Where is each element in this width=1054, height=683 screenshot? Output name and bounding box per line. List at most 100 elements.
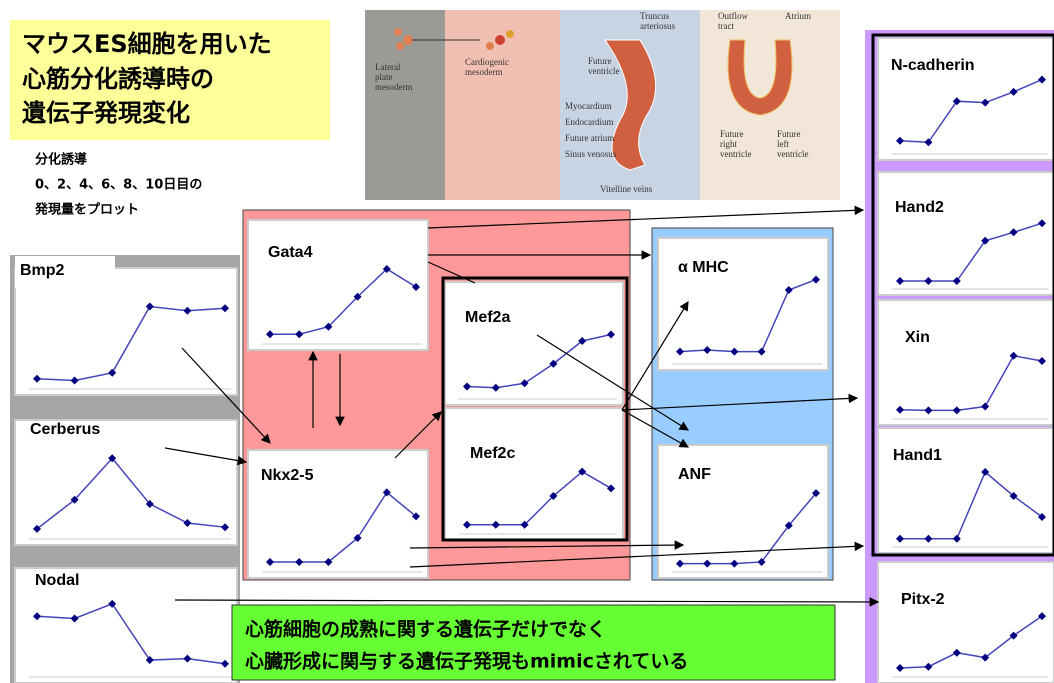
point xyxy=(812,489,820,498)
figure-label: Future xyxy=(777,129,801,139)
point xyxy=(382,488,391,497)
chart-label: Mef2c xyxy=(470,445,515,462)
chart-box xyxy=(877,171,1054,296)
point xyxy=(896,534,904,543)
point xyxy=(520,379,529,388)
line xyxy=(679,278,817,353)
line xyxy=(899,354,1043,412)
title: 心筋分化誘導時の xyxy=(22,65,214,93)
point xyxy=(952,648,961,657)
point xyxy=(183,654,192,663)
chart-box xyxy=(14,419,238,546)
figure-label: Myocardium xyxy=(565,101,612,111)
note: 0、2、4、6、8、10日目の xyxy=(35,178,202,193)
chart-label: α MHC xyxy=(678,259,729,276)
point xyxy=(676,559,684,568)
point xyxy=(324,558,333,566)
point xyxy=(1038,612,1046,621)
line xyxy=(36,457,226,530)
figure-label: Sinus venosus xyxy=(565,149,617,159)
point xyxy=(703,346,712,354)
arrows xyxy=(164,205,880,607)
figure-label: arteriosus xyxy=(640,21,675,31)
point xyxy=(491,383,500,392)
figure-label: plate xyxy=(375,72,393,82)
line xyxy=(900,222,1043,282)
point xyxy=(221,523,229,532)
point xyxy=(952,534,961,543)
figure-label: Endocardium xyxy=(565,117,614,127)
point xyxy=(981,402,990,411)
point xyxy=(33,524,41,533)
point xyxy=(924,138,933,147)
chart-label: Pitx-2 xyxy=(901,591,945,608)
chart-label: ANF xyxy=(678,466,711,483)
point xyxy=(108,454,117,463)
point xyxy=(463,520,471,529)
black-box xyxy=(871,33,1054,557)
point xyxy=(730,347,739,356)
point xyxy=(266,558,274,566)
line xyxy=(899,615,1043,669)
figure-label: Cardiogenic xyxy=(465,57,509,67)
chart-label: Xin xyxy=(905,329,930,346)
point xyxy=(221,304,229,313)
point xyxy=(952,277,961,286)
chart-label: Gata4 xyxy=(268,244,313,261)
point xyxy=(183,519,192,528)
point xyxy=(784,521,793,530)
point xyxy=(981,98,990,107)
chart-label: Bmp2 xyxy=(20,262,65,279)
point xyxy=(896,136,904,145)
point xyxy=(676,347,684,356)
figure-label: Future xyxy=(588,56,612,66)
point xyxy=(924,277,933,286)
line xyxy=(467,470,612,526)
figure-label: Lateral xyxy=(375,62,401,72)
chart-label: N-cadherin xyxy=(891,57,975,74)
point xyxy=(1038,75,1046,84)
point xyxy=(1009,228,1018,237)
footer-box xyxy=(231,604,836,681)
point xyxy=(295,330,304,339)
point xyxy=(730,559,739,568)
figure-label: Future xyxy=(720,129,744,139)
point xyxy=(812,275,820,284)
line xyxy=(36,305,226,382)
chart-label: Hand1 xyxy=(893,447,942,464)
point xyxy=(1038,219,1046,228)
footer: 心筋細胞の成熟に関する遺伝子だけでなく xyxy=(245,618,606,641)
point xyxy=(549,359,558,368)
point xyxy=(520,520,529,529)
point xyxy=(784,286,793,294)
figure-label: ventricle xyxy=(588,66,619,76)
point xyxy=(145,656,154,665)
point xyxy=(353,292,362,301)
line xyxy=(36,602,226,665)
point xyxy=(1038,357,1046,365)
chart-box xyxy=(877,299,1054,426)
point xyxy=(1009,631,1018,640)
point xyxy=(324,322,333,331)
point xyxy=(981,653,990,662)
line xyxy=(900,470,1043,540)
point xyxy=(924,406,933,415)
chart-label: Nkx2-5 xyxy=(261,467,314,484)
note: 発現量をプロット xyxy=(34,202,139,218)
point xyxy=(757,347,766,356)
mef2-box xyxy=(441,276,629,542)
point xyxy=(578,337,587,345)
point xyxy=(412,283,420,291)
point xyxy=(924,534,933,543)
point xyxy=(703,559,712,568)
point xyxy=(607,330,615,339)
point xyxy=(33,374,41,383)
title: マウスES細胞を用いた xyxy=(22,30,272,58)
line xyxy=(270,491,417,563)
chart-label: Hand2 xyxy=(895,199,944,216)
point xyxy=(266,330,274,339)
figure-label: left xyxy=(777,139,789,149)
point xyxy=(491,520,500,529)
chart-label: Cerberus xyxy=(30,421,100,438)
